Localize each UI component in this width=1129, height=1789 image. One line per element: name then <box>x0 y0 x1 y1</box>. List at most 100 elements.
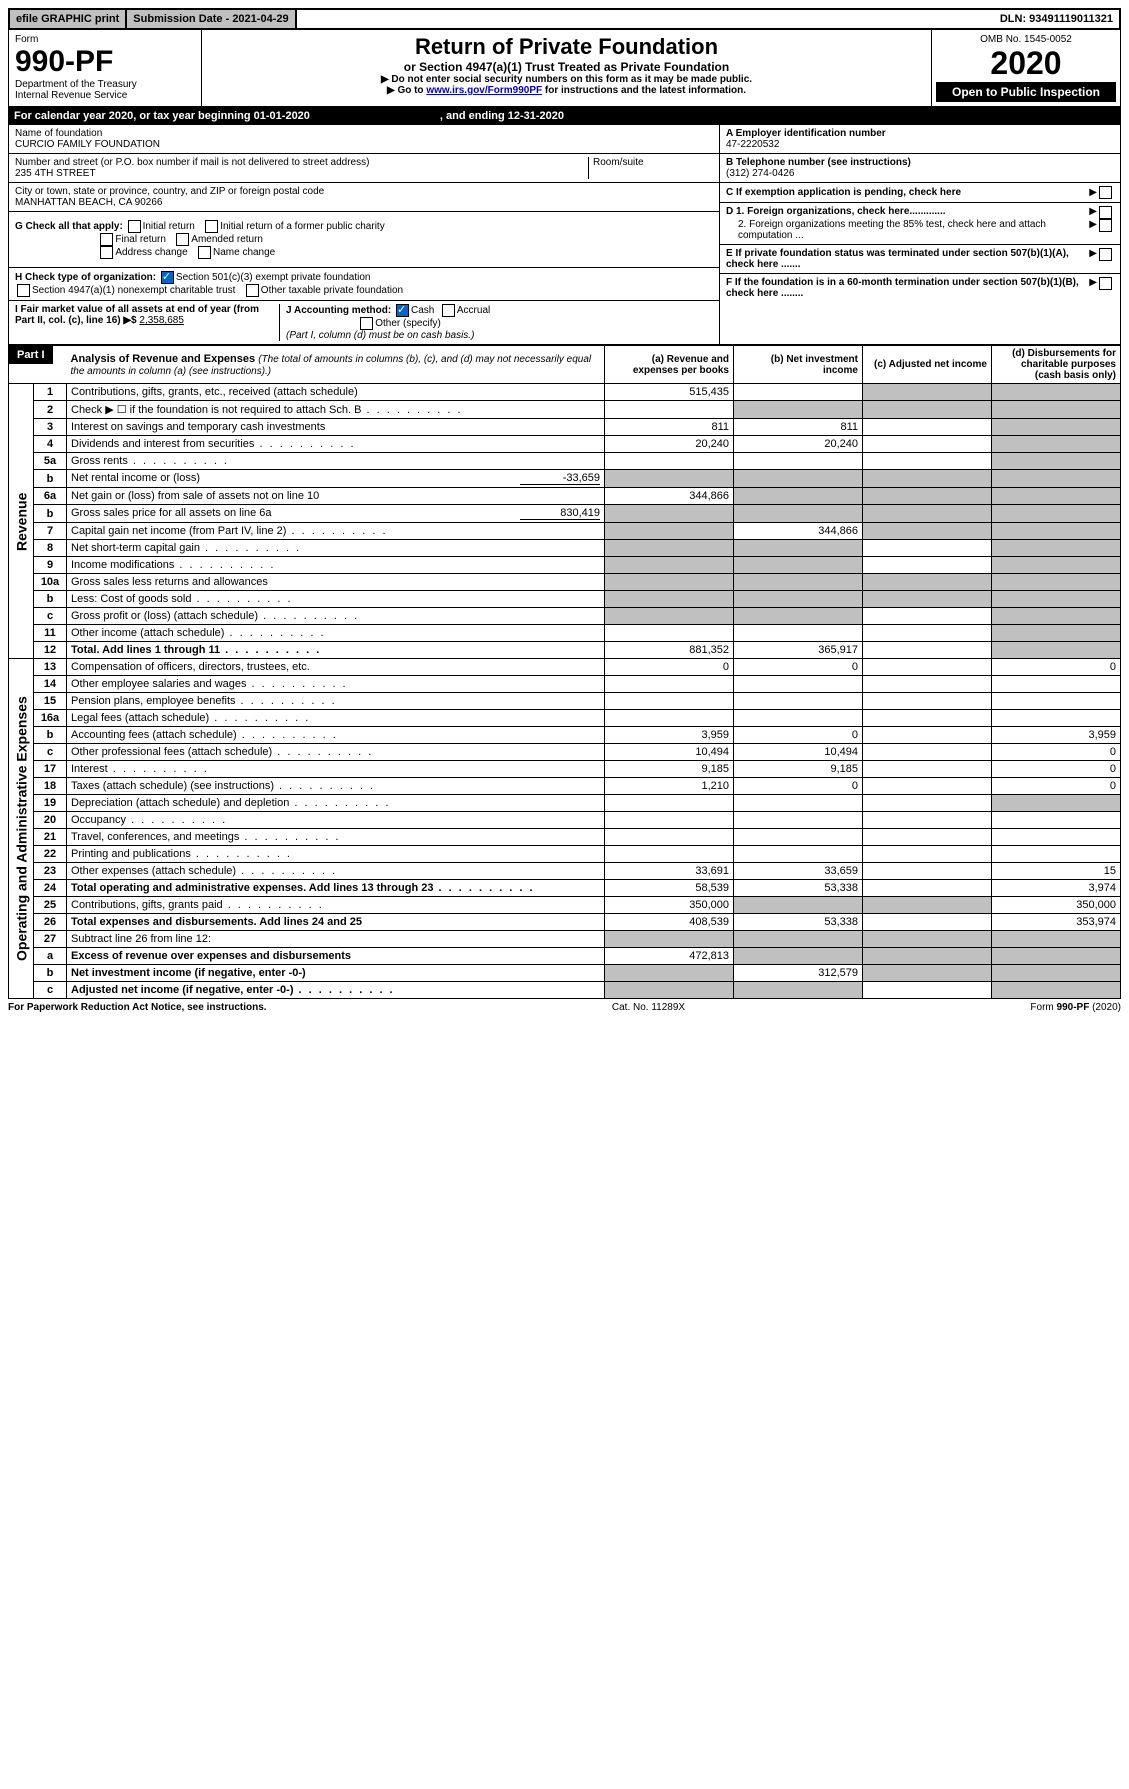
g-label: G Check all that apply: <box>15 221 123 232</box>
omb-label: OMB No. 1545-0052 <box>936 34 1116 45</box>
chk-d2[interactable] <box>1099 219 1112 232</box>
page-footer: For Paperwork Reduction Act Notice, see … <box>8 999 1121 1013</box>
e-label: E If private foundation status was termi… <box>726 248 1089 270</box>
org-city: MANHATTAN BEACH, CA 90266 <box>15 197 713 208</box>
note-ssn: ▶ Do not enter social security numbers o… <box>206 74 927 85</box>
chk-other-tax[interactable] <box>246 284 259 297</box>
col-c-hdr: (c) Adjusted net income <box>863 346 992 384</box>
table-row: 25Contributions, gifts, grants paid350,0… <box>9 897 1121 914</box>
table-row: 23Other expenses (attach schedule)33,691… <box>9 863 1121 880</box>
chk-amended[interactable] <box>176 233 189 246</box>
table-row: 18Taxes (attach schedule) (see instructi… <box>9 778 1121 795</box>
table-row: cOther professional fees (attach schedul… <box>9 744 1121 761</box>
form-header: Form 990-PF Department of the Treasury I… <box>8 30 1121 107</box>
table-row: 9Income modifications <box>9 557 1121 574</box>
col-a-hdr: (a) Revenue and expenses per books <box>605 346 734 384</box>
chk-initial[interactable] <box>128 220 141 233</box>
j1: Cash <box>411 305 434 316</box>
org-name: CURCIO FAMILY FOUNDATION <box>15 139 713 150</box>
table-row: 10aGross sales less returns and allowanc… <box>9 574 1121 591</box>
g5: Address change <box>115 247 187 258</box>
table-row: 6aNet gain or (loss) from sale of assets… <box>9 488 1121 505</box>
org-info-block: Name of foundation CURCIO FAMILY FOUNDAT… <box>8 125 1121 345</box>
table-row: cGross profit or (loss) (attach schedule… <box>9 608 1121 625</box>
g3: Final return <box>115 234 166 245</box>
table-row: 12Total. Add lines 1 through 11881,35236… <box>9 642 1121 659</box>
table-row: Operating and Administrative Expenses13C… <box>9 659 1121 676</box>
page-subtitle: or Section 4947(a)(1) Trust Treated as P… <box>206 60 927 74</box>
efile-button[interactable]: efile GRAPHIC print <box>10 10 127 28</box>
page-title: Return of Private Foundation <box>206 34 927 60</box>
table-row: 20Occupancy <box>9 812 1121 829</box>
d1-label: D 1. Foreign organizations, check here..… <box>726 206 1089 219</box>
table-row: bNet investment income (if negative, ent… <box>9 965 1121 982</box>
tax-year: 2020 <box>936 45 1116 82</box>
chk-e[interactable] <box>1099 248 1112 261</box>
h2: Section 4947(a)(1) nonexempt charitable … <box>32 285 235 296</box>
table-row: 26Total expenses and disbursements. Add … <box>9 914 1121 931</box>
table-row: 3Interest on savings and temporary cash … <box>9 419 1121 436</box>
chk-d1[interactable] <box>1099 206 1112 219</box>
table-row: aExcess of revenue over expenses and dis… <box>9 948 1121 965</box>
chk-f[interactable] <box>1099 277 1112 290</box>
dln-label: DLN: 93491119011321 <box>994 10 1119 28</box>
table-row: 4Dividends and interest from securities2… <box>9 436 1121 453</box>
col-b-hdr: (b) Net investment income <box>734 346 863 384</box>
part1-label: Part I <box>9 346 53 364</box>
g6: Name change <box>213 247 275 258</box>
table-row: bAccounting fees (attach schedule)3,9590… <box>9 727 1121 744</box>
dept-label: Department of the Treasury <box>15 79 195 90</box>
note-pre: ▶ Go to <box>387 85 426 96</box>
d2-label: 2. Foreign organizations meeting the 85%… <box>726 219 1089 241</box>
chk-otherspec[interactable] <box>360 317 373 330</box>
table-row: 11Other income (attach schedule) <box>9 625 1121 642</box>
table-row: bGross sales price for all assets on lin… <box>9 505 1121 523</box>
table-row: bLess: Cost of goods sold <box>9 591 1121 608</box>
cal-end: , and ending 12-31-2020 <box>440 110 564 122</box>
note-link-row: ▶ Go to www.irs.gov/Form990PF for instru… <box>206 85 927 96</box>
c-label: C If exemption application is pending, c… <box>726 187 1089 198</box>
chk-501c3[interactable] <box>161 271 174 284</box>
chk-accrual[interactable] <box>442 304 455 317</box>
note-post: for instructions and the latest informat… <box>545 85 746 96</box>
chk-4947[interactable] <box>17 284 30 297</box>
chk-final[interactable] <box>100 233 113 246</box>
chk-cash[interactable] <box>396 304 409 317</box>
room-label: Room/suite <box>593 157 713 168</box>
h1: Section 501(c)(3) exempt private foundat… <box>176 272 371 283</box>
form-label: Form <box>15 34 195 45</box>
form-number: 990-PF <box>15 45 195 79</box>
ein-label: A Employer identification number <box>726 128 1114 139</box>
footer-mid: Cat. No. 11289X <box>612 1002 685 1013</box>
fmv-value: 2,358,685 <box>139 315 184 326</box>
table-row: bNet rental income or (loss) -33,659 <box>9 470 1121 488</box>
top-bar: efile GRAPHIC print Submission Date - 20… <box>8 8 1121 30</box>
h3: Other taxable private foundation <box>261 285 403 296</box>
table-row: 14Other employee salaries and wages <box>9 676 1121 693</box>
footer-right: Form 990-PF (2020) <box>1030 1002 1121 1013</box>
table-row: 27Subtract line 26 from line 12: <box>9 931 1121 948</box>
org-name-label: Name of foundation <box>15 128 713 139</box>
table-row: 21Travel, conferences, and meetings <box>9 829 1121 846</box>
table-row: 8Net short-term capital gain <box>9 540 1121 557</box>
cal-begin: For calendar year 2020, or tax year begi… <box>14 110 310 122</box>
calendar-year-row: For calendar year 2020, or tax year begi… <box>8 107 1121 125</box>
table-row: Revenue1Contributions, gifts, grants, et… <box>9 384 1121 401</box>
chk-former[interactable] <box>205 220 218 233</box>
irs-label: Internal Revenue Service <box>15 90 195 101</box>
table-row: 7Capital gain net income (from Part IV, … <box>9 523 1121 540</box>
phone-value: (312) 274-0426 <box>726 168 1114 179</box>
chk-addr[interactable] <box>100 246 113 259</box>
table-row: 19Depreciation (attach schedule) and dep… <box>9 795 1121 812</box>
g1: Initial return <box>143 221 195 232</box>
part1-title: Analysis of Revenue and Expenses <box>71 353 256 365</box>
j-label: J Accounting method: <box>286 305 391 316</box>
j3: Other (specify) <box>375 318 441 329</box>
chk-c[interactable] <box>1099 186 1112 199</box>
section-label: Revenue <box>9 384 34 659</box>
chk-name[interactable] <box>198 246 211 259</box>
open-public-badge: Open to Public Inspection <box>936 82 1116 102</box>
part1-table: Part I Analysis of Revenue and Expenses … <box>8 345 1121 999</box>
h-label: H Check type of organization: <box>15 272 156 283</box>
instructions-link[interactable]: www.irs.gov/Form990PF <box>426 85 542 96</box>
